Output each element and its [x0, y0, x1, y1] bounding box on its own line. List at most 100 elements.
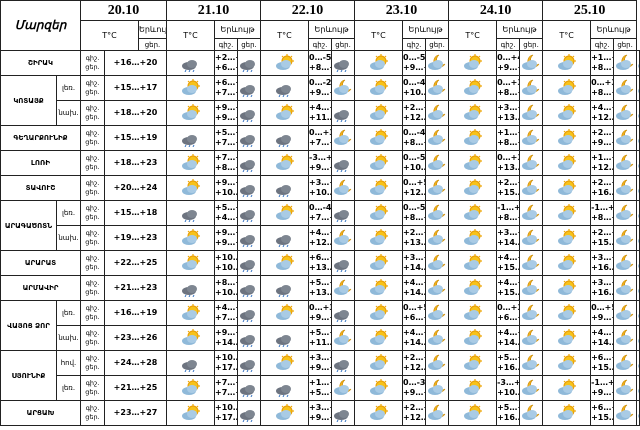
day-temp: +16…+18 — [591, 288, 613, 297]
regions-header: Մարզեր — [0, 0, 81, 51]
icon-cell — [354, 150, 404, 176]
day-temp: +14…+17 — [403, 288, 425, 297]
night-temp: +2…+7 — [591, 178, 613, 187]
night-temp: +4…+7 — [309, 103, 331, 112]
weather-icon — [240, 235, 256, 247]
region-row: ՇԻՐԱԿգիշ.ցեր.+16…+20+2…+7+6…+100…-5+8…+1… — [0, 50, 640, 76]
night-temp: 0…-4 — [309, 203, 332, 212]
night-temp: +9…+12 — [215, 178, 237, 187]
temperature: 0…-2+9…+12 — [308, 75, 333, 101]
weather-icon — [181, 404, 200, 420]
region-name: ՇԻՐԱԿ — [0, 50, 81, 76]
temperature: 0…-5+8…+11 — [308, 50, 333, 76]
night-temp: +2…+5 — [591, 228, 613, 237]
icon-cell — [260, 175, 310, 201]
night-temp: +5…+8 — [309, 328, 331, 337]
temperature: +22…+25 — [103, 250, 168, 276]
region-row: ՏԱՎՈՒՇգիշ.ցեր.+20…+24+9…+12+10…+13+3…+7+… — [0, 175, 640, 201]
weather-icon — [638, 189, 639, 193]
icon-cell — [425, 150, 450, 176]
night-label: գիշ. — [85, 79, 100, 87]
night-temp: +5…+7 — [215, 203, 237, 212]
weather-icon — [334, 79, 352, 95]
temperature: 0…+3+8…+11 — [590, 75, 615, 101]
time-labels: գիշ. ցեր. — [80, 175, 105, 201]
region-row: լեռ.գիշ.ցեր.+21…+25+7…+10+7…+10+1…+4+5…+… — [1, 375, 640, 401]
temp-header: T°C — [166, 20, 216, 51]
weather-icon — [428, 104, 446, 120]
region-row: ԳԵՂԱՐՔՈՒՆԻՔգիշ.ցեր.+15…+19+5…+8+7…+90…+3… — [0, 125, 640, 151]
temperature: 0…+3+6…+9 — [496, 300, 521, 326]
temperature: +6…+11+15…+20 — [590, 400, 615, 426]
temperature: +4…+6+14…+16 — [590, 325, 615, 351]
temperature: +4…+6+14…+17 — [402, 325, 427, 351]
night-label: գիշ. — [85, 329, 100, 337]
temperature: +4…+6+7…+9 — [214, 300, 239, 326]
icon-cell — [542, 275, 592, 301]
temperature: +10…+12+10…+12 — [214, 250, 239, 276]
temperature: +5…+9+16…+20 — [496, 350, 521, 376]
icon-cell — [331, 150, 356, 176]
icon-cell — [237, 175, 262, 201]
day-temp: +15…+17 — [497, 288, 519, 297]
temperature: +4…+7+11…+13 — [308, 100, 333, 126]
icon-cell — [331, 225, 356, 251]
region-row: ՎԱՅՈՑ ՁՈՐլեռ.գիշ.ցեր.+16…+19+4…+6+7…+90…… — [0, 300, 640, 351]
weather-icon — [616, 79, 634, 95]
icon-cell — [237, 275, 262, 301]
icon-cell — [237, 350, 262, 376]
temperature: +19…+23 — [103, 225, 168, 251]
weather-icon — [638, 139, 639, 143]
region-sub: լեռ. — [56, 300, 81, 326]
temperature: +4…+6+14…+16 — [496, 325, 521, 351]
weather-icon — [428, 254, 446, 270]
icon-cell — [448, 300, 498, 326]
icon-cell — [425, 400, 450, 426]
day-temp: +15…+20 — [591, 413, 613, 422]
day-temp: +12…+15 — [309, 238, 331, 247]
weather-icon — [428, 54, 446, 70]
icon-cell — [425, 175, 450, 201]
temperature: +2…+5+9…+12 — [590, 125, 615, 151]
temperature: +24…+28 — [103, 350, 168, 376]
weather-icon — [428, 179, 446, 195]
icon-cell — [331, 400, 356, 426]
weather-icon — [463, 204, 482, 220]
weather-icon — [463, 229, 482, 245]
date-header: 25.10 — [542, 0, 638, 21]
icon-cell — [237, 250, 262, 276]
temperature: -1…+3+9…+12 — [590, 375, 615, 401]
weather-icon — [240, 85, 256, 97]
night-temp: +2…+6 — [403, 403, 425, 412]
icon-cell — [519, 400, 544, 426]
night-temp: 0…+3 — [497, 303, 519, 312]
weather-icon — [240, 60, 256, 72]
icon-cell — [519, 250, 544, 276]
icon-cell — [354, 200, 404, 226]
icon-cell — [354, 250, 404, 276]
icon-cell — [636, 350, 640, 376]
day-temp: +17…+22 — [215, 363, 237, 372]
weather-icon — [616, 204, 634, 220]
night-label: գիշ. — [85, 129, 100, 137]
night-label: գիշ. — [85, 179, 100, 187]
night-temp: +9…+11 — [215, 228, 237, 237]
icon-cell — [260, 300, 310, 326]
temperature: +1…+4+8…+12 — [590, 50, 615, 76]
icon-cell — [354, 125, 404, 151]
weather-icon — [181, 135, 197, 147]
icon-cell — [166, 200, 216, 226]
weather-icon — [334, 360, 350, 372]
day-temp: +12…+14 — [591, 113, 613, 122]
temperature: 0…-5+10…+13 — [402, 150, 427, 176]
day-header: ցեր. — [425, 38, 450, 51]
temperature: 0…-5+8…+11 — [402, 200, 427, 226]
night-temp: +6…+11 — [591, 403, 613, 412]
icon-cell — [166, 300, 216, 326]
weather-icon — [463, 179, 482, 195]
time-labels: գիշ. ցեր. — [80, 75, 105, 101]
temperature: 0…+5+9…+12 — [590, 300, 615, 326]
weather-icon — [616, 229, 634, 245]
icon-cell — [636, 175, 640, 201]
icon-cell — [331, 50, 356, 76]
